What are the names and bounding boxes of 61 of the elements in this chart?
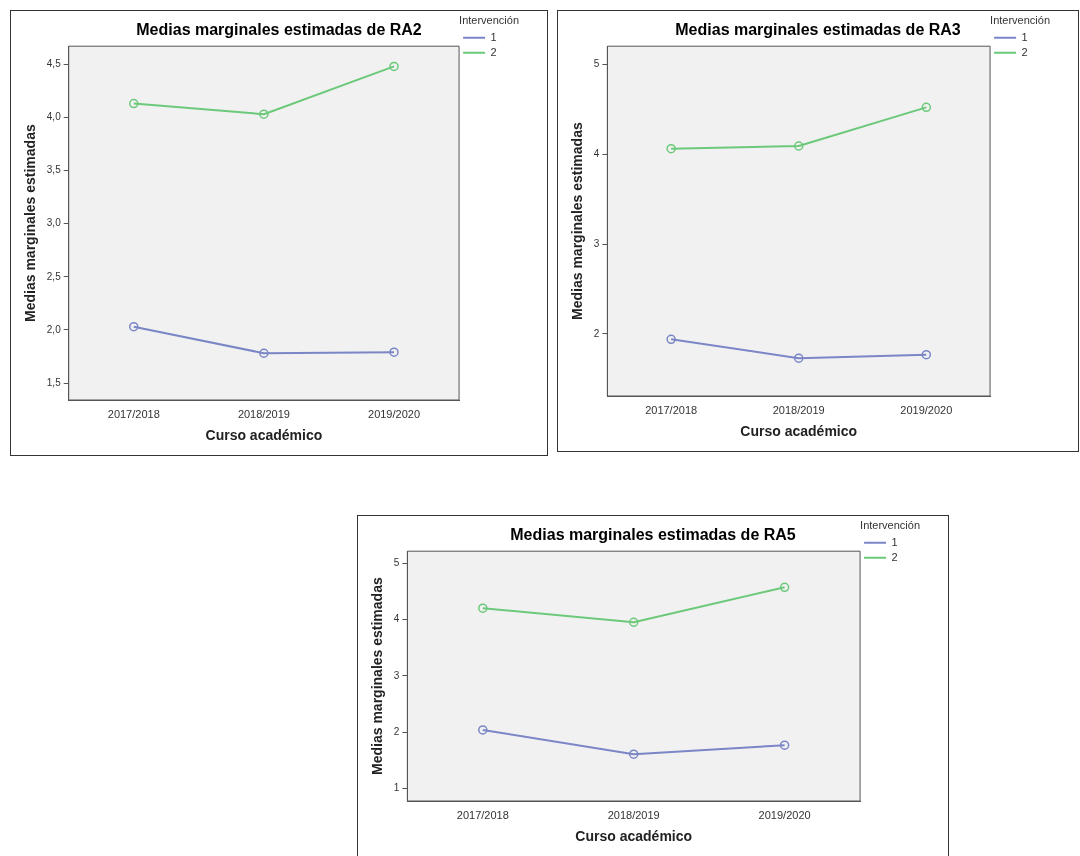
x-tick-label: 2017/2018 bbox=[645, 403, 698, 416]
y-axis-title: Medias marginales estimadas bbox=[569, 122, 586, 320]
x-tick-label: 2017/2018 bbox=[456, 808, 509, 821]
point bbox=[779, 582, 790, 593]
x-tick-label: 2018/2019 bbox=[237, 407, 290, 420]
y-tick-label: 5 bbox=[593, 57, 600, 69]
legend-label: 1 bbox=[891, 535, 898, 548]
x-tick-label: 2019/2020 bbox=[900, 403, 953, 416]
y-tick-label: 4 bbox=[393, 613, 400, 625]
x-axis-title: Curso académico bbox=[575, 828, 693, 845]
legend-title: Intervención bbox=[459, 13, 520, 26]
legend-label: 1 bbox=[1021, 30, 1028, 43]
x-axis-title: Curso académico bbox=[205, 427, 323, 444]
y-axis-title: Medias marginales estimadas bbox=[22, 124, 39, 322]
legend-label: 1 bbox=[490, 30, 497, 43]
x-tick-label: 2018/2019 bbox=[772, 403, 825, 416]
chart-title: Medias marginales estimadas de RA2 bbox=[136, 21, 422, 39]
x-axis-title: Curso académico bbox=[740, 423, 858, 440]
x-tick-label: 2018/2019 bbox=[607, 808, 660, 821]
y-tick-label: 2,5 bbox=[46, 270, 62, 282]
point bbox=[666, 334, 676, 345]
legend-label: 2 bbox=[490, 45, 497, 58]
chart-title: Medias marginales estimadas de RA3 bbox=[675, 21, 961, 39]
point bbox=[628, 749, 639, 759]
point bbox=[793, 353, 804, 363]
legend-title: Intervención bbox=[990, 13, 1051, 26]
point bbox=[793, 141, 804, 151]
point bbox=[129, 98, 139, 109]
y-tick-label: 4,0 bbox=[46, 111, 62, 123]
y-tick-label: 5 bbox=[393, 556, 400, 568]
x-tick-label: 2017/2018 bbox=[107, 407, 160, 420]
point bbox=[129, 321, 139, 332]
y-tick-label: 2 bbox=[393, 725, 400, 737]
y-tick-label: 4 bbox=[593, 147, 600, 159]
y-tick-label: 1 bbox=[393, 782, 400, 794]
x-tick-label: 2019/2020 bbox=[758, 808, 811, 821]
x-tick-label: 2019/2020 bbox=[368, 407, 421, 420]
point bbox=[259, 348, 269, 358]
y-tick-label: 4,5 bbox=[46, 58, 62, 70]
y-tick-label: 3 bbox=[393, 669, 400, 681]
y-axis-title: Medias marginales estimadas bbox=[369, 577, 386, 775]
y-tick-label: 1,5 bbox=[46, 376, 62, 388]
y-tick-label: 3,5 bbox=[46, 164, 62, 176]
y-tick-label: 3,0 bbox=[46, 217, 62, 229]
legend-label: 2 bbox=[891, 550, 898, 563]
y-tick-label: 3 bbox=[593, 237, 600, 249]
point bbox=[389, 61, 399, 72]
point bbox=[389, 347, 399, 357]
legend-title: Intervención bbox=[860, 518, 921, 531]
y-tick-label: 2 bbox=[593, 327, 600, 339]
point bbox=[478, 725, 488, 735]
point bbox=[779, 740, 790, 750]
y-tick-label: 2,0 bbox=[46, 323, 62, 335]
legend-label: 2 bbox=[1021, 45, 1028, 58]
point bbox=[921, 102, 932, 113]
point bbox=[666, 143, 676, 154]
point bbox=[921, 349, 932, 360]
point bbox=[478, 603, 488, 613]
point bbox=[259, 109, 269, 119]
point bbox=[628, 617, 639, 627]
chart-title: Medias marginales estimadas de RA5 bbox=[510, 526, 796, 544]
